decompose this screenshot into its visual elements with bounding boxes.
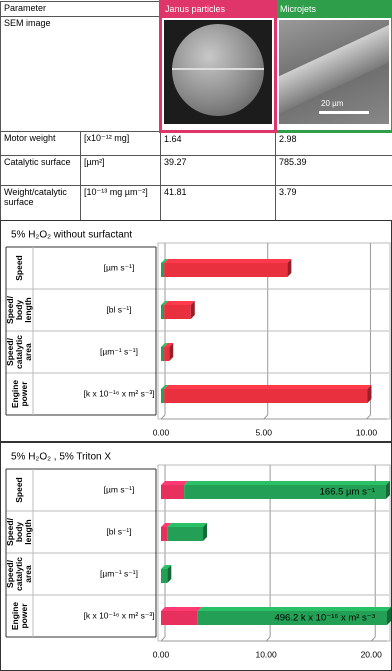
bar (161, 347, 165, 361)
bar (167, 527, 204, 541)
x-tick-label: 5.00 (255, 427, 272, 437)
x-tick-label: 20.00 (361, 649, 383, 659)
bar-face (161, 259, 169, 263)
x-tick-label: 0.00 (153, 649, 170, 659)
sem-image-janus (164, 20, 272, 124)
tick-mark (366, 414, 371, 420)
bar-face (161, 523, 172, 527)
value-cell: 785.39 (275, 155, 392, 186)
unit-cell: [10⁻¹³ mg µm⁻²] (80, 185, 161, 221)
x-tick-label: 10.00 (356, 427, 378, 437)
row-label: Weight/catalytic surface (0, 185, 81, 221)
category-label: Engine power (9, 601, 29, 631)
bar (197, 611, 387, 625)
x-tick-label: 0.00 (153, 427, 170, 437)
bar-face (164, 301, 195, 305)
annotation: 496.2 k x 10⁻¹⁶ x m² s⁻³ (274, 613, 375, 624)
bar (161, 263, 165, 277)
value-cell: 39.27 (160, 155, 276, 186)
sem-image-microjets: 20 µm (279, 20, 389, 124)
bar-face (203, 523, 208, 541)
tick-mark (263, 414, 269, 420)
chart-title: 5% H₂O₂ without surfactant (11, 230, 132, 241)
row-label: Motor weight (0, 131, 81, 156)
annotation: 166.5 µm s⁻¹ (320, 487, 375, 498)
x-tick-label: 10.00 (255, 649, 277, 659)
unit-cell: [x10⁻¹² mg] (80, 131, 161, 156)
bar-face (161, 343, 169, 347)
unit-label: [µm⁻¹ s⁻¹] (100, 568, 138, 578)
bar-face (190, 301, 195, 319)
bar (161, 485, 185, 499)
bar (164, 347, 170, 361)
tick-mark (370, 636, 376, 642)
image-cell: 20 µm (274, 16, 392, 133)
category-label: Speed (14, 255, 25, 281)
bar (161, 611, 198, 625)
bar (184, 485, 386, 499)
header-cell: Parameter (0, 1, 161, 17)
category-label: Speed/ catalytic area (5, 556, 33, 592)
bar-face (161, 565, 172, 569)
bar (164, 305, 191, 319)
tick-mark (160, 414, 166, 420)
unit-label: [bl s⁻¹] (106, 304, 131, 314)
bar-face (164, 385, 372, 389)
bar-face (161, 607, 202, 611)
chart-title: 5% H₂O₂ , 5% Triton X (11, 452, 111, 463)
value-cell: 41.81 (160, 185, 276, 221)
unit-label: [µm s⁻¹] (104, 262, 135, 272)
unit-label: [k x 10⁻¹⁶ x m² s⁻³] (83, 388, 154, 398)
parameter-table: Parameter Janus particles Microjets SEM … (0, 0, 392, 221)
unit-label: [µm s⁻¹] (104, 484, 135, 494)
bar-face (167, 523, 208, 527)
bar-face (367, 385, 372, 403)
bar (161, 527, 168, 541)
category-label: Engine power (9, 379, 29, 409)
bar-face (167, 565, 172, 583)
bar-face (161, 481, 189, 485)
header-cell: Janus particles (159, 0, 277, 18)
tick-mark (265, 636, 271, 642)
bar-face (184, 481, 390, 485)
bar-face (387, 607, 391, 625)
row-label: SEM image (0, 16, 161, 132)
bar-face (164, 259, 292, 263)
value-cell: 3.79 (275, 185, 392, 221)
value-cell: 2.98 (275, 131, 392, 156)
chart: 5% H₂O₂ without surfactant 0.00 5.00 10.00 [… (5, 230, 391, 437)
category-label: Speed/ body length (5, 518, 33, 546)
unit-label: [k x 10⁻¹⁶ x m² s⁻³] (83, 610, 154, 620)
bar-face (161, 301, 169, 305)
category-label: Speed/ body length (5, 296, 33, 324)
bar-face (164, 343, 174, 347)
bar-face (287, 259, 292, 277)
image-cell (159, 16, 277, 133)
header-cell: Microjets (274, 0, 392, 18)
bar-face (197, 607, 391, 611)
bar-face (385, 481, 390, 499)
chart-panel: 5% H₂O₂ without surfactant 0.00 5.00 10.00 [… (0, 220, 392, 442)
unit-cell: [µm²] (80, 155, 161, 186)
bar (161, 305, 165, 319)
unit-label: [bl s⁻¹] (106, 526, 131, 536)
bar (161, 389, 165, 403)
bar-face (169, 343, 174, 361)
bar (161, 569, 168, 583)
value-cell: 1.64 (160, 131, 276, 156)
tick-mark (160, 636, 166, 642)
unit-label: [µm⁻¹ s⁻¹] (100, 346, 138, 356)
category-label: Speed/ catalytic area (5, 334, 33, 370)
chart-panel: 5% H₂O₂ , 5% Triton X 0.00 10.00 20.00 [µm s… (0, 442, 392, 671)
row-label: Catalytic surface (0, 155, 81, 186)
bar (164, 263, 288, 277)
bar-face (161, 385, 169, 389)
bar (164, 389, 368, 403)
category-label: Speed (14, 477, 25, 503)
chart: 5% H₂O₂ , 5% Triton X 0.00 10.00 20.00 [µm s… (5, 452, 391, 659)
scale-bar-label: 20 µm (321, 99, 344, 108)
